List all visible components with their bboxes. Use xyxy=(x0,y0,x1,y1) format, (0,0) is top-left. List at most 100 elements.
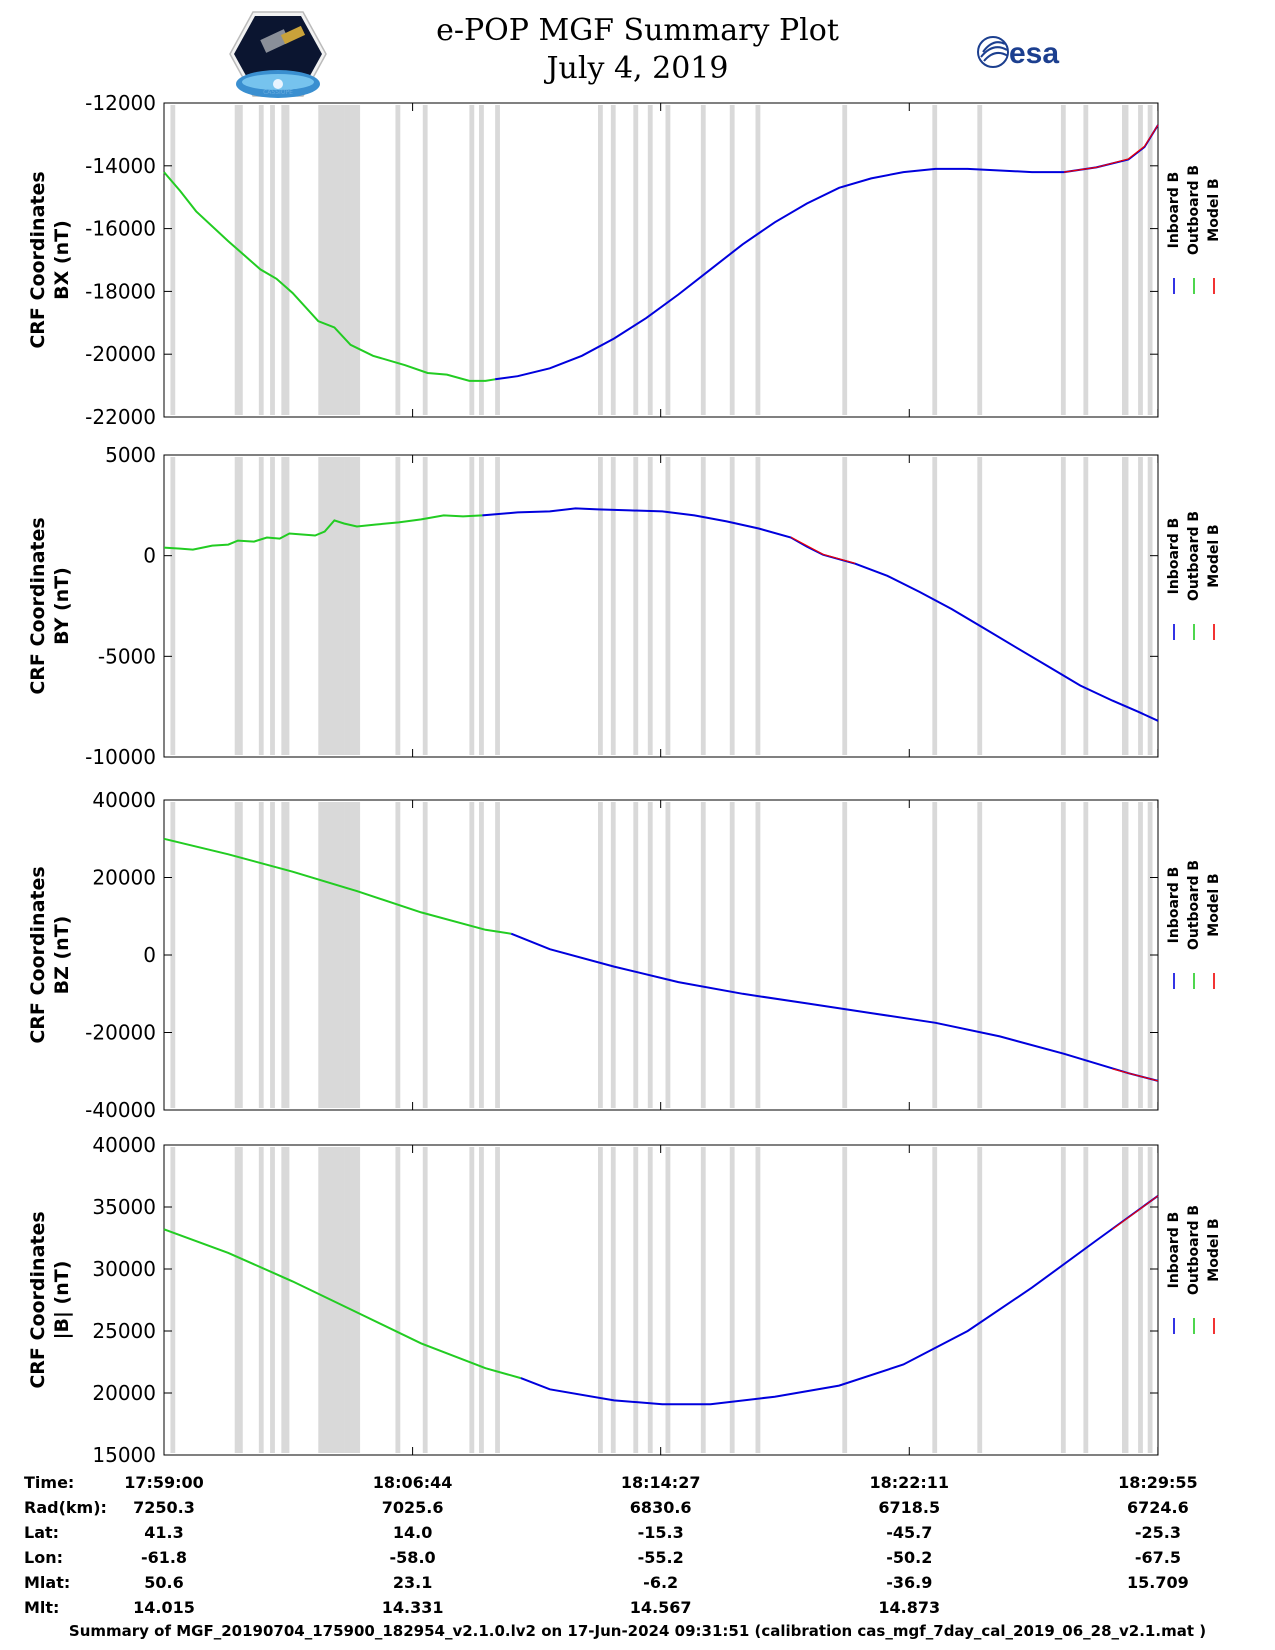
panel-frame xyxy=(163,454,1159,758)
data-gap-band xyxy=(932,802,938,1108)
data-gap-band xyxy=(318,105,345,415)
plot-title: e-POP MGF Summary Plot xyxy=(436,13,839,48)
series-line-inboard xyxy=(510,932,1159,1082)
data-gap-band xyxy=(597,1147,603,1453)
orbit-value: 7025.6 xyxy=(382,1498,444,1517)
series-line-inboard xyxy=(520,1194,1159,1406)
y-axis-label-line2: |B| (nT) xyxy=(51,1261,73,1340)
y-tick-label: 20000 xyxy=(92,1381,156,1405)
data-gap-band xyxy=(729,105,735,415)
data-gap-band xyxy=(170,457,176,755)
data-gap-band xyxy=(479,1147,484,1453)
y-axis-label-line1: CRF Coordinates xyxy=(27,171,49,348)
data-gap-band xyxy=(281,105,290,415)
data-gap-band xyxy=(1121,802,1129,1108)
panel-frame xyxy=(163,1144,1159,1456)
data-gap-band xyxy=(633,1147,639,1453)
data-gap-band xyxy=(700,457,706,755)
series-line-model xyxy=(790,536,856,564)
data-gap-band xyxy=(495,1147,500,1453)
orbit-value: 6718.5 xyxy=(878,1498,940,1517)
cassiope-logo: CASSIOPE xyxy=(229,11,327,98)
data-gap-band xyxy=(665,802,671,1108)
data-gap-band xyxy=(665,105,671,415)
data-gap-band xyxy=(422,457,428,755)
data-gap-band xyxy=(469,1147,475,1453)
data-gap-band xyxy=(1060,802,1066,1108)
data-gap-band xyxy=(700,802,706,1108)
y-axis-label-line2: BY (nT) xyxy=(51,567,73,645)
orbit-value: 7250.3 xyxy=(133,1498,195,1517)
data-gap-band xyxy=(395,802,401,1108)
data-gap-band xyxy=(597,802,603,1108)
data-gap-band xyxy=(597,457,603,755)
data-gap-band xyxy=(281,1147,290,1453)
data-gap-band xyxy=(234,802,243,1108)
orbit-row-label: Time: xyxy=(24,1473,74,1492)
data-gap-band xyxy=(395,105,401,415)
data-gap-band xyxy=(495,802,500,1108)
data-gap-band xyxy=(610,105,616,415)
data-gap-band xyxy=(258,105,264,415)
y-tick-label: 35000 xyxy=(92,1195,156,1219)
panel-by: 5000 0 -5000 -10000 CRF Coordinates BY (nT) In… xyxy=(27,443,1222,769)
data-gap-band xyxy=(270,802,275,1108)
data-gap-band xyxy=(633,802,639,1108)
plot-date: July 4, 2019 xyxy=(546,51,729,86)
orbit-value: 6724.6 xyxy=(1127,1498,1189,1517)
data-gap-band xyxy=(495,457,500,755)
data-gap-band xyxy=(234,105,243,415)
orbit-value: 14.331 xyxy=(382,1598,444,1617)
data-gap-band xyxy=(495,105,500,415)
data-gap-band xyxy=(1138,1147,1143,1453)
data-gap-band xyxy=(318,457,345,755)
y-tick-label: -18000 xyxy=(85,279,156,303)
data-gap-band xyxy=(647,802,653,1108)
legend-label: Outboard B xyxy=(1186,511,1202,601)
data-gap-band xyxy=(469,105,475,415)
legend-label: Outboard B xyxy=(1186,165,1202,255)
orbit-value: -50.2 xyxy=(886,1548,932,1567)
data-gap-band xyxy=(755,802,761,1108)
data-gap-band xyxy=(479,105,484,415)
legend-label: Model B xyxy=(1206,178,1222,241)
panel-frame xyxy=(163,799,1159,1111)
series-line-outboard xyxy=(163,171,496,382)
data-gap-band xyxy=(344,105,361,415)
data-gap-band xyxy=(258,1147,264,1453)
data-gap-band xyxy=(469,457,475,755)
orbit-row-label: Rad(km): xyxy=(24,1498,107,1517)
cassiope-logo-text: CASSIOPE xyxy=(263,89,293,96)
legend-label: Outboard B xyxy=(1186,860,1202,950)
series-line-outboard xyxy=(163,514,483,551)
y-tick-label: -5000 xyxy=(98,644,156,668)
data-gap-band xyxy=(729,1147,735,1453)
panel-bz: 40000 20000 0 -20000 -40000 CRF Coordinates BZ… xyxy=(27,788,1222,1122)
data-gap-band xyxy=(932,457,938,755)
data-gap-band xyxy=(281,802,290,1108)
y-axis-label-line1: CRF Coordinates xyxy=(27,1211,49,1388)
data-gap-band xyxy=(258,457,264,755)
orbit-value: 14.873 xyxy=(878,1598,940,1617)
series-line-outboard xyxy=(163,837,512,935)
y-tick-label: -40000 xyxy=(85,1098,156,1122)
y-tick-label: 0 xyxy=(143,943,156,967)
data-gap-band xyxy=(1083,802,1089,1108)
y-tick-label: -10000 xyxy=(85,745,156,769)
y-axis-label-line2: BX (nT) xyxy=(51,220,73,300)
data-gap-band xyxy=(344,457,361,755)
orbit-value: -25.3 xyxy=(1135,1523,1181,1542)
orbit-value: 23.1 xyxy=(393,1573,432,1592)
orbit-value: 6830.6 xyxy=(630,1498,692,1517)
data-gap-band xyxy=(170,105,176,415)
data-gap-band xyxy=(1121,105,1129,415)
data-gap-band xyxy=(842,105,848,415)
data-gap-band xyxy=(729,457,735,755)
data-gap-band xyxy=(1147,1147,1153,1453)
data-gap-band xyxy=(270,1147,275,1453)
data-gap-band xyxy=(1083,105,1089,415)
orbit-row-label: Lat: xyxy=(24,1523,59,1542)
legend-label: Inboard B xyxy=(1166,172,1182,249)
data-gap-band xyxy=(932,105,938,415)
data-gap-band xyxy=(729,802,735,1108)
